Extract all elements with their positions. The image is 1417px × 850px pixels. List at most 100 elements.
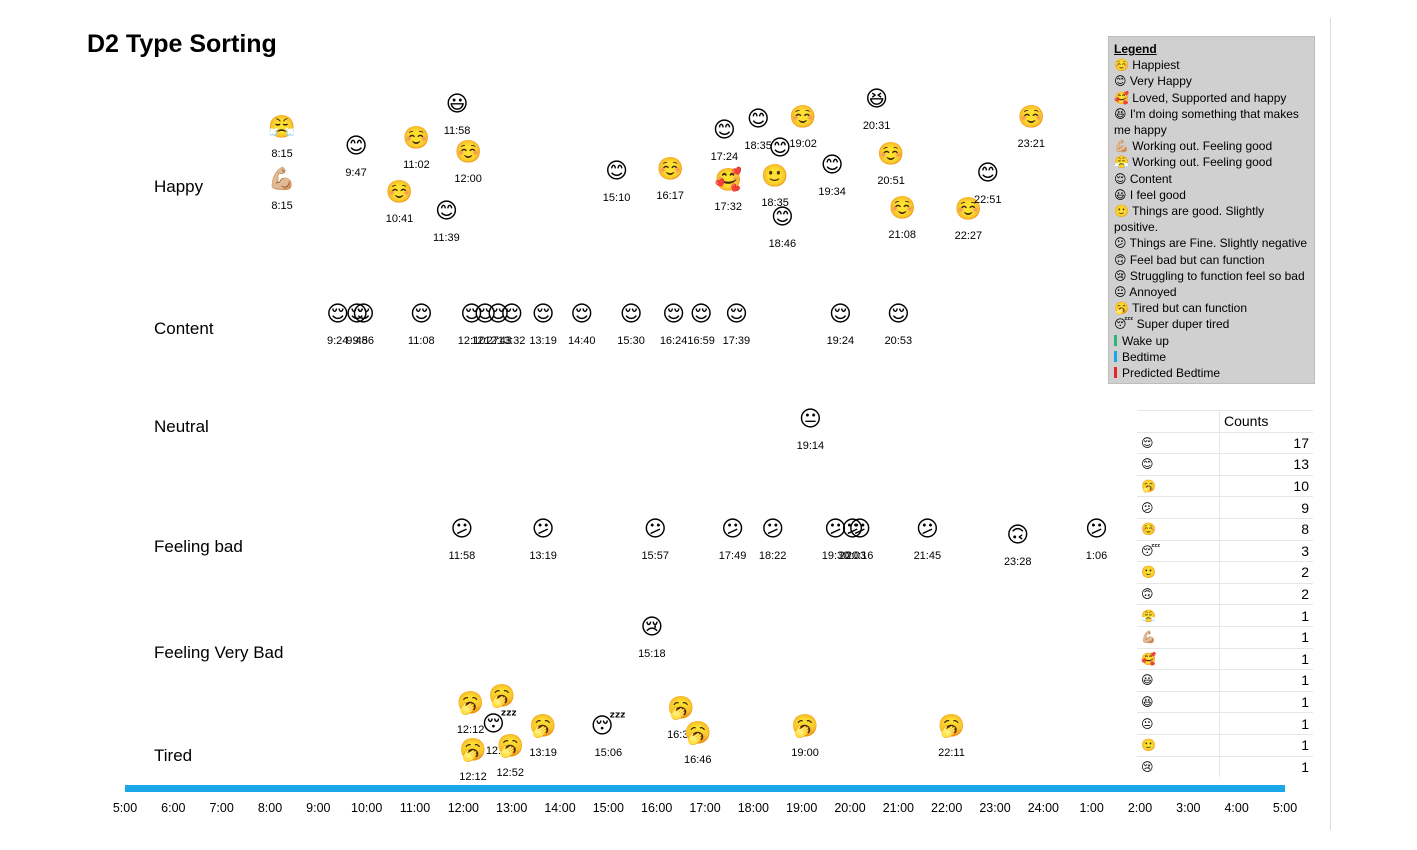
legend-emoji-icon: 😕: [1114, 236, 1130, 251]
mood-emoji-point: 😊: [713, 118, 736, 143]
mood-emoji-point: 😤: [268, 114, 295, 140]
legend-emoji-icon: 😐: [1114, 285, 1130, 300]
counts-value: 1: [1219, 755, 1313, 778]
mood-time-label: 16:24: [660, 335, 688, 347]
mood-emoji-point: 😌: [460, 302, 483, 327]
mood-emoji-point: 😌: [352, 302, 375, 327]
legend-item: Predicted Bedtime: [1114, 365, 1309, 381]
counts-emoji-icon: 😌: [1137, 431, 1220, 454]
counts-row: 🥰 1: [1137, 647, 1313, 670]
legend-emoji-icon: 😴: [1114, 317, 1137, 332]
legend-item: 😐 Annoyed: [1114, 284, 1309, 300]
category-label: Happy: [154, 177, 204, 196]
counts-value: 17: [1219, 431, 1313, 454]
mood-emoji-point: 😌: [725, 302, 748, 327]
mood-emoji-point: 😕: [824, 517, 847, 542]
mood-time-label: 18:35: [744, 140, 772, 152]
mood-time-label: 22:11: [938, 747, 965, 759]
mood-emoji-point: 😊: [976, 161, 999, 186]
counts-header: Counts: [1219, 410, 1313, 433]
mood-time-label: 12:12: [459, 771, 487, 783]
mood-time-label: 17:24: [711, 151, 739, 163]
counts-emoji-icon: 😆: [1137, 690, 1220, 713]
mood-time-label: 19:00: [791, 747, 819, 759]
legend-item: 😊 Very Happy: [1114, 73, 1309, 89]
counts-emoji-icon: 😢: [1137, 755, 1220, 778]
x-tick-label: 10:00: [351, 801, 382, 815]
counts-row: 🙂 1: [1137, 733, 1313, 756]
mood-time-label: 15:57: [641, 550, 669, 562]
mood-time-label: 11:58: [444, 125, 471, 137]
mood-time-label: 23:28: [1004, 556, 1032, 568]
mood-emoji-point: 😊: [768, 136, 791, 161]
mood-time-label: 12:52: [496, 767, 524, 779]
mood-time-label: 18:22: [759, 550, 787, 562]
mood-time-label: 18:35: [761, 197, 789, 209]
mood-emoji-point: 🥰: [714, 166, 741, 193]
mood-time-label: 13:32: [498, 335, 526, 347]
mood-time-label: 9:47: [345, 167, 366, 179]
mood-emoji-point: 😕: [761, 517, 784, 542]
mood-emoji-point: 😌: [532, 302, 555, 327]
legend-emoji-icon: 😌: [1114, 171, 1130, 186]
x-tick-label: 21:00: [883, 801, 914, 815]
legend-item: 😕 Things are Fine. Slightly negative: [1114, 235, 1309, 251]
mood-time-label: 19:24: [827, 335, 855, 347]
counts-row: 😃 1: [1137, 669, 1313, 692]
x-tick-label: 23:00: [979, 801, 1010, 815]
x-tick-label: 11:00: [400, 801, 430, 815]
mood-time-label: 12:43: [484, 335, 512, 347]
counts-row: 💪🏼 1: [1137, 625, 1313, 649]
counts-value: 1: [1219, 669, 1313, 692]
mood-emoji-point: 😌: [662, 302, 685, 327]
mood-emoji-point: 😌: [410, 302, 433, 327]
counts-emoji-icon: 😴: [1137, 539, 1220, 562]
legend-emoji-icon: 🙃: [1114, 252, 1130, 267]
x-tick-label: 6:00: [161, 801, 185, 815]
counts-emoji-icon: 😤: [1137, 604, 1220, 627]
legend-color-bar: [1114, 334, 1117, 346]
bedtime-timeline-bar: [125, 785, 1285, 792]
mood-time-label: 13:19: [529, 335, 557, 347]
legend-item-label: Super duper tired: [1136, 317, 1230, 332]
mood-emoji-point: 😌: [887, 302, 910, 327]
legend-item: 😌 Content: [1114, 171, 1309, 187]
mood-emoji-point: 🙂: [761, 163, 788, 189]
mood-time-label: 20:53: [885, 335, 913, 347]
legend-emoji-icon: 😆: [1114, 106, 1130, 121]
counts-value: 3: [1219, 539, 1313, 562]
counts-row: 😌 17: [1137, 431, 1313, 454]
x-tick-label: 24:00: [1028, 801, 1059, 815]
mood-emoji-point: ☺️: [403, 125, 430, 151]
mood-time-label: 20:16: [846, 550, 874, 562]
mood-emoji-point: 😊: [821, 153, 844, 178]
mood-time-label: 16:59: [687, 335, 715, 347]
x-tick-label: 15:00: [593, 801, 624, 815]
mood-time-label: 14:40: [568, 335, 596, 347]
mood-time-label: 8:15: [271, 200, 292, 212]
x-tick-label: 3:00: [1176, 801, 1200, 815]
mood-emoji-point: 😌: [690, 302, 713, 327]
legend-item-label: Bedtime: [1122, 349, 1167, 364]
mood-time-label: 21:08: [888, 229, 916, 241]
mood-emoji-point: 🥱: [457, 690, 484, 716]
category-label: Feeling bad: [154, 537, 243, 556]
x-tick-label: 2:00: [1128, 801, 1152, 815]
counts-row: 🥱 10: [1137, 474, 1313, 497]
legend-item-label: I'm doing something that makes me happy: [1114, 106, 1299, 138]
mood-emoji-point: ☺️: [656, 156, 683, 182]
mood-time-label: 16:17: [656, 190, 684, 202]
counts-row: 😢 1: [1137, 755, 1313, 778]
mood-emoji-point: ☺️: [454, 139, 481, 165]
x-tick-label: 14:00: [544, 801, 575, 815]
mood-emoji-point: 😃: [446, 92, 469, 117]
legend: Legend ☺️ Happiest 😊 Very Happy 🥰 Loved, S…: [1108, 36, 1315, 384]
category-label: Feeling Very Bad: [154, 643, 283, 662]
x-tick-label: 20:00: [834, 801, 865, 815]
x-tick-label: 13:00: [496, 801, 527, 815]
counts-value: 10: [1219, 474, 1313, 497]
legend-color-bar: [1114, 350, 1117, 362]
legend-item: 😴 Super duper tired: [1114, 316, 1309, 332]
legend-emoji-icon: ☺️: [1114, 58, 1133, 73]
legend-item-label: Things are good. Slightly positive.: [1114, 204, 1265, 235]
